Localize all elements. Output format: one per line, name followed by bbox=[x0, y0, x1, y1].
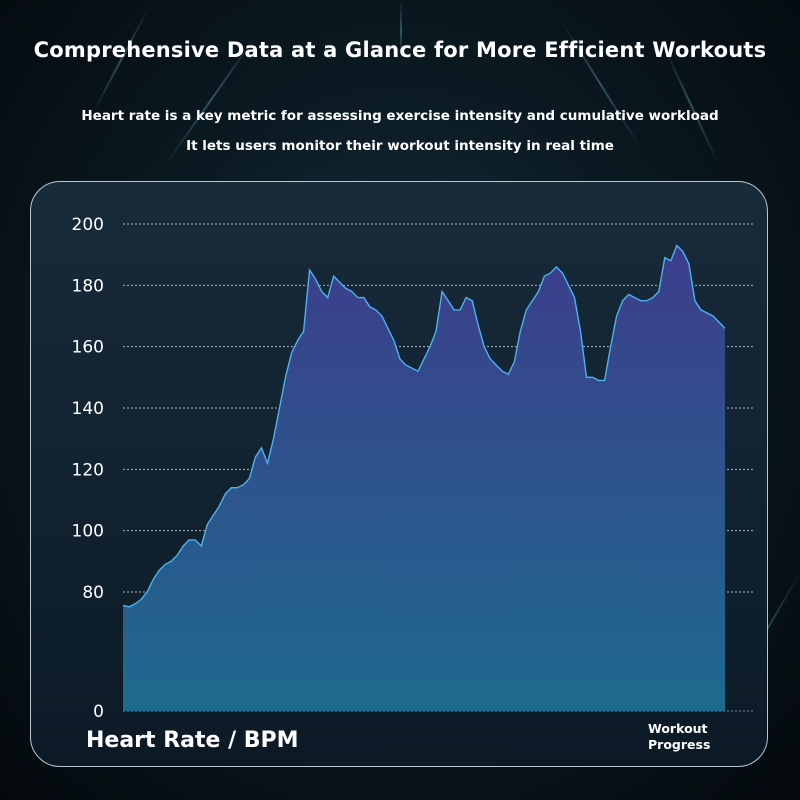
series-layer bbox=[122, 244, 726, 711]
y-tick-label: 200 bbox=[72, 215, 104, 235]
y-tick-label: 140 bbox=[72, 399, 104, 419]
x-axis-title: Workout Progress bbox=[648, 721, 718, 753]
x-axis-title-line-1: Workout bbox=[648, 721, 708, 736]
subtitle-line-1: Heart rate is a key metric for assessing… bbox=[81, 108, 719, 124]
page-title: Comprehensive Data at a Glance for More … bbox=[33, 38, 767, 62]
y-tick-label: 0 bbox=[93, 702, 104, 722]
y-axis-title: Heart Rate / BPM bbox=[86, 728, 299, 753]
subtitle-line-2: It lets users monitor their workout inte… bbox=[186, 138, 614, 154]
series-area bbox=[123, 245, 725, 711]
y-tick-label: 180 bbox=[72, 276, 104, 296]
series-line bbox=[122, 244, 726, 608]
y-tick-label: 160 bbox=[72, 338, 104, 358]
x-axis-title-line-2: Progress bbox=[648, 737, 711, 752]
y-tick-label: 120 bbox=[72, 460, 104, 480]
y-tick-label: 80 bbox=[82, 583, 104, 603]
y-tick-labels: 0 80 100 120 140 160 180 200 bbox=[72, 215, 104, 722]
y-tick-label: 100 bbox=[72, 522, 104, 542]
